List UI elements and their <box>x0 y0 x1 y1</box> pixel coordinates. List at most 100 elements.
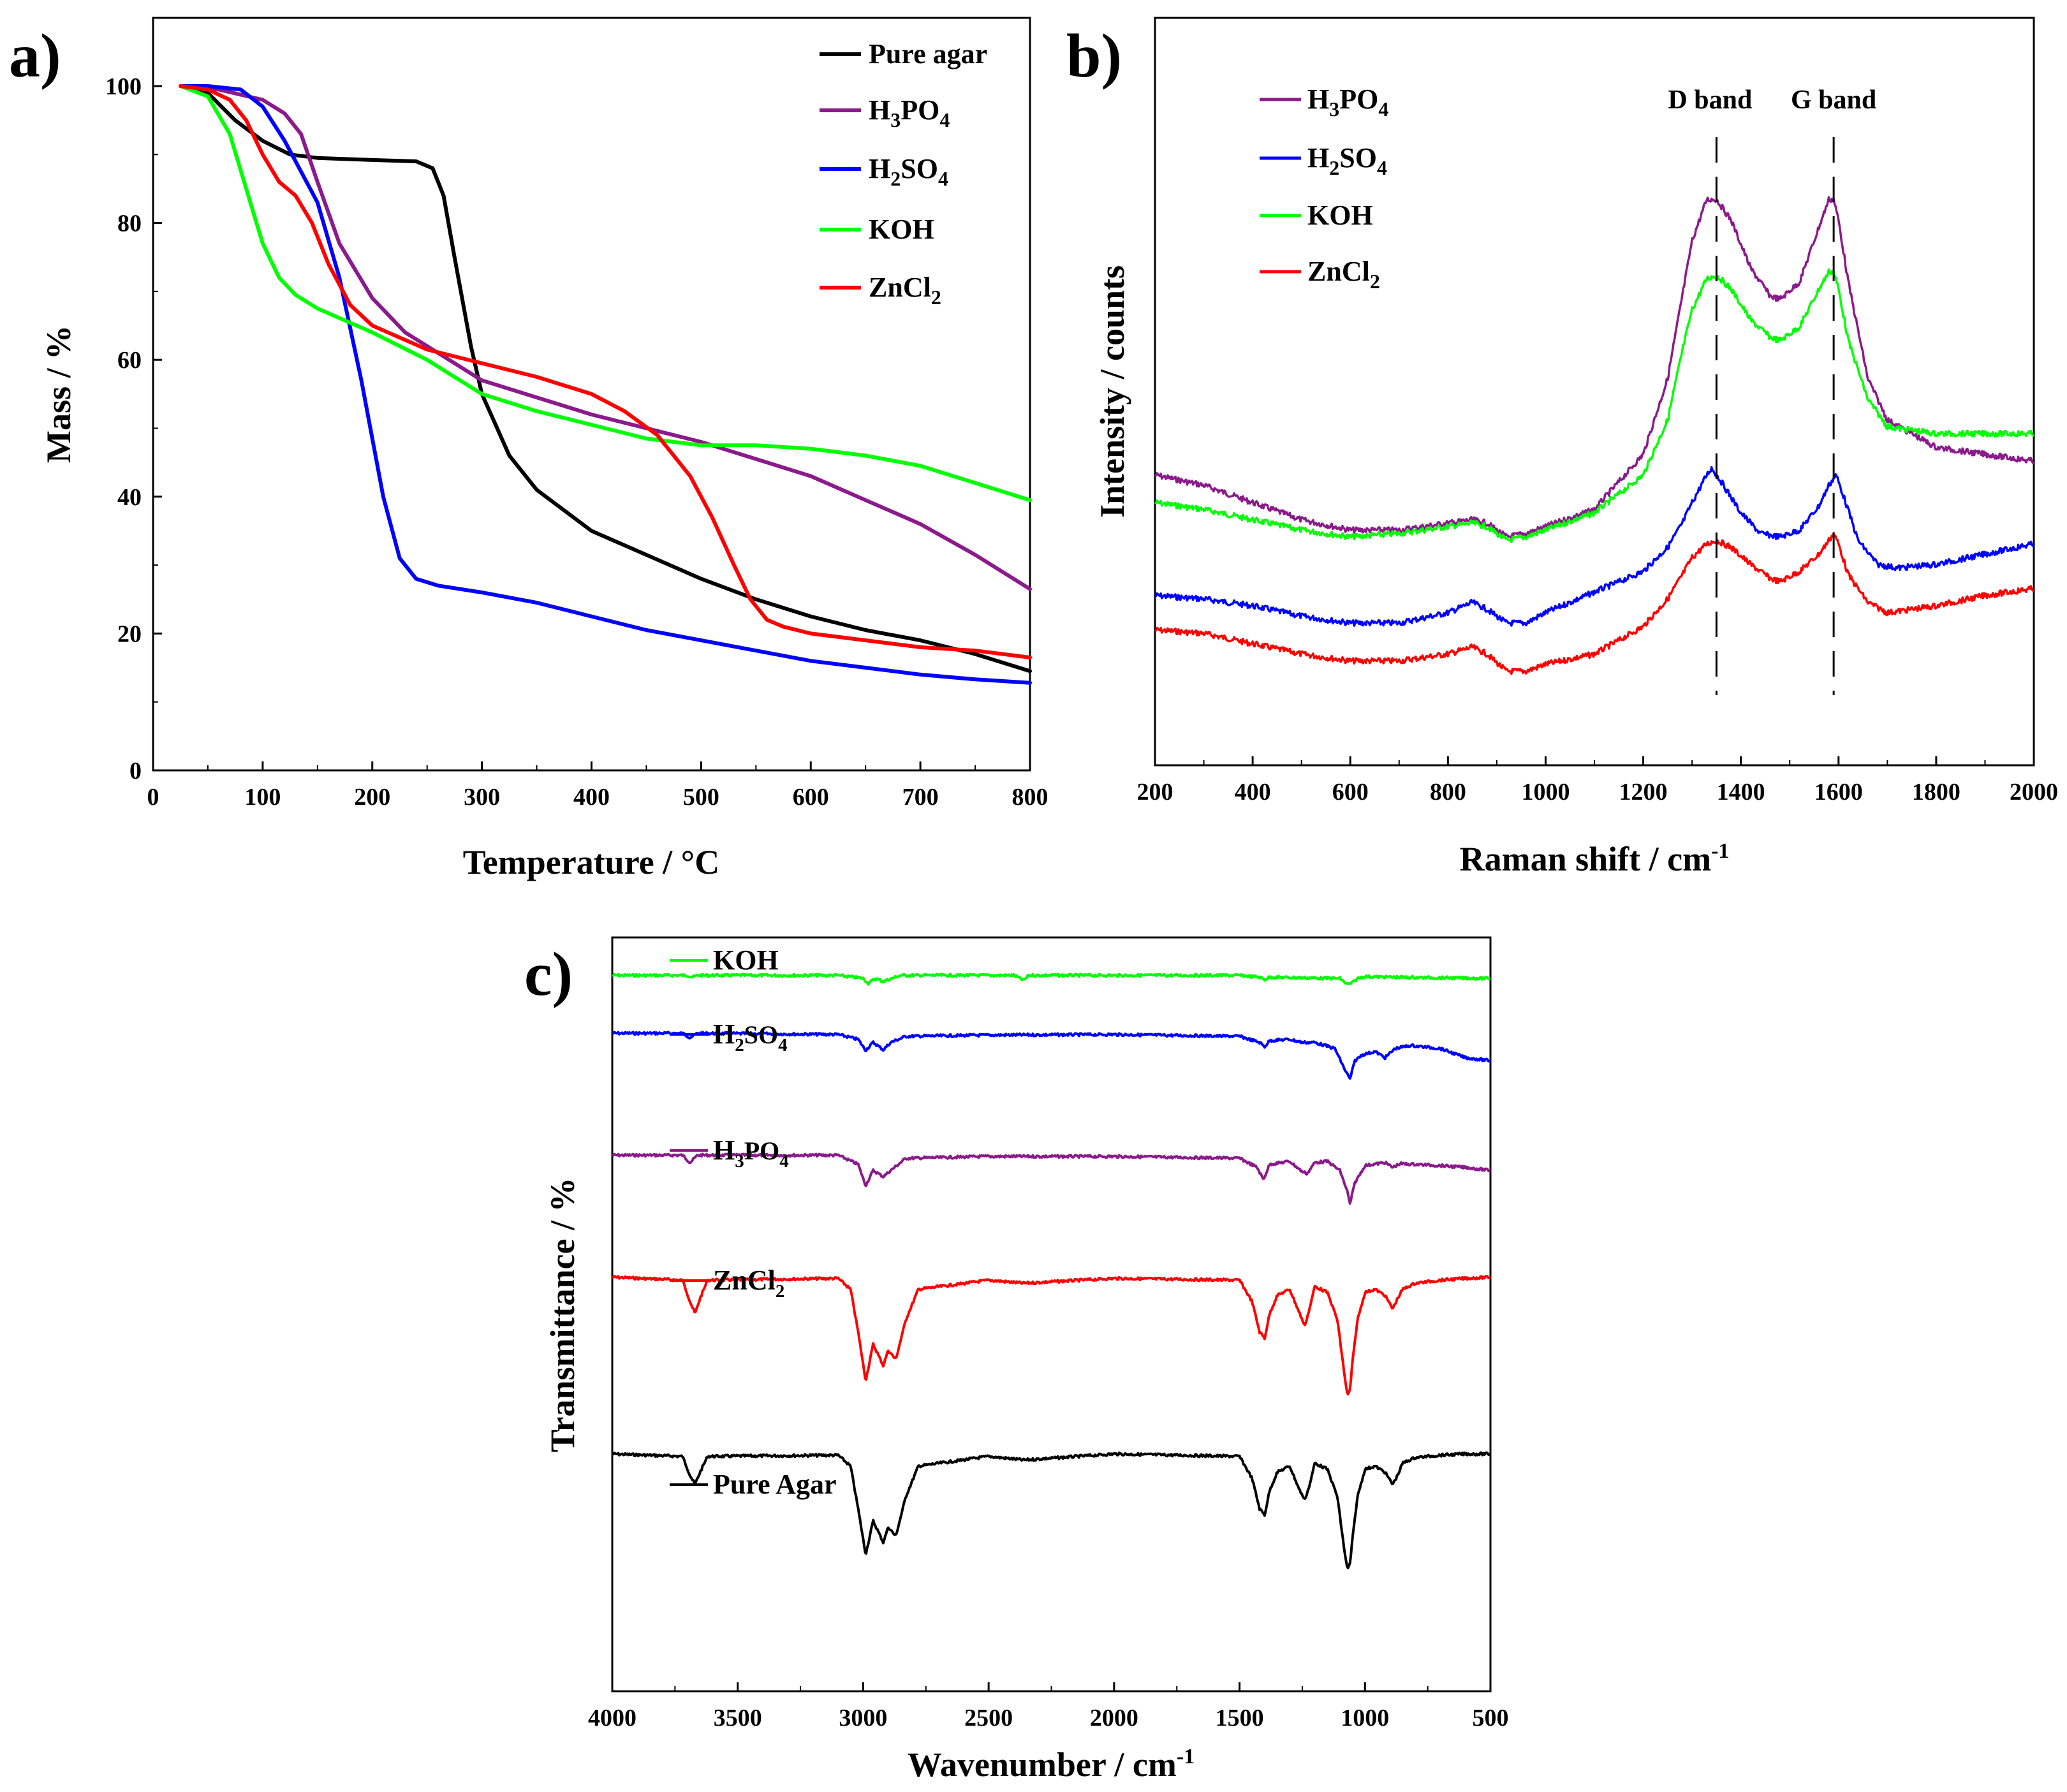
c-legend-label-ZnCl2-sub: 2 <box>776 1281 785 1302</box>
c-xtick-label: 4000 <box>588 1705 636 1731</box>
a-xtick-label: 0 <box>147 784 159 811</box>
b-xtick-label: 1800 <box>1912 779 1960 805</box>
a-legend-label-H2SO4-sub2: 4 <box>938 167 948 190</box>
c-legend-label-KOH-main: KOH <box>713 944 779 976</box>
c-series-H2SO4 <box>612 1031 1491 1080</box>
a-legend-label-ZnCl2-main: ZnCl <box>869 272 931 303</box>
a-legend-label-H3PO4-sub: 3 <box>890 108 901 131</box>
panel-c-xlabel-text: Wavenumber / cm <box>908 1745 1177 1784</box>
c-xtick-label: 1000 <box>1341 1705 1389 1731</box>
a-ytick-label: 60 <box>117 347 142 374</box>
b-series-H3PO4 <box>1154 196 2035 540</box>
c-series-Pure Agar <box>612 1451 1491 1569</box>
c-legend-label-ZnCl2: ZnCl2 <box>713 1265 784 1302</box>
a-legend-label-H2SO4-main: H <box>869 153 890 184</box>
b-legend-label-H3PO4-sub: 3 <box>1329 98 1339 121</box>
c-legend-label-H3PO4-main: H <box>713 1135 735 1166</box>
a-ytick-label: 100 <box>105 73 142 100</box>
b-legend-label-KOH-main: KOH <box>1307 200 1373 231</box>
a-xtick-label: 300 <box>464 784 500 811</box>
a-series-H3PO4 <box>179 84 1032 591</box>
c-legend-label-H3PO4-sub: 3 <box>735 1151 744 1171</box>
b-legend-label-H3PO4: H3PO4 <box>1307 84 1388 121</box>
b-legend-label-H3PO4-sub2: 4 <box>1378 98 1388 121</box>
c-series-KOH <box>612 973 1491 986</box>
a-xtick-label: 400 <box>573 784 610 811</box>
b-legend-label-H2SO4-mid: SO <box>1339 142 1377 173</box>
a-series-ZnCl2 <box>179 84 1032 659</box>
a-xtick-label: 200 <box>354 784 390 811</box>
panel-b: b) 200 400 600 800 1000 1200 1400 1600 1800 2000 D… <box>1066 17 2058 878</box>
a-legend-label-H2SO4-sub: 2 <box>890 167 901 190</box>
b-xtick-label: 1600 <box>1814 779 1863 805</box>
b-xtick-label: 400 <box>1235 779 1271 805</box>
b-legend-label-H3PO4-mid: PO <box>1339 84 1378 115</box>
a-legend-label-H3PO4-mid: PO <box>901 94 939 126</box>
b-xtick-label: 1000 <box>1521 779 1570 805</box>
c-legend-label-H2SO4-mid: SO <box>744 1020 778 1049</box>
b-series-H2SO4 <box>1154 466 2034 627</box>
a-series-Pure agar <box>179 84 1032 673</box>
panel-c-letter: c) <box>524 940 573 1009</box>
c-legend-label-H2SO4-main: H <box>713 1018 735 1050</box>
a-legend-label-H3PO4: H3PO4 <box>869 94 950 131</box>
a-xtick-label: 800 <box>1012 784 1048 811</box>
c-xtick-label: 2000 <box>1090 1705 1138 1731</box>
c-xtick-label: 2500 <box>964 1705 1013 1731</box>
c-series-ZnCl2 <box>612 1275 1491 1396</box>
a-xtick-label: 600 <box>793 784 829 811</box>
a-legend-label-KOH: KOH <box>869 214 934 245</box>
c-legend-label-H3PO4: H3PO4 <box>713 1135 789 1171</box>
panel-a-letter: a) <box>9 22 61 91</box>
a-ytick-label: 40 <box>117 484 142 511</box>
b-legend-label-ZnCl2-main: ZnCl <box>1307 256 1370 287</box>
a-xtick-label: 700 <box>902 784 939 811</box>
panel-c-ylabel: Transmittance / % <box>543 1178 582 1453</box>
c-legend-label-H2SO4-sub2: 4 <box>778 1035 788 1055</box>
b-xtick-label: 2000 <box>2010 779 2058 805</box>
c-legend-label-H3PO4-mid: PO <box>744 1136 780 1165</box>
b-legend-label-H2SO4: H2SO4 <box>1307 142 1387 179</box>
a-series-H2SO4 <box>179 84 1032 685</box>
b-series-KOH <box>1154 268 2034 543</box>
c-legend-label-H2SO4: H2SO4 <box>713 1018 788 1055</box>
b-xtick-label: 800 <box>1430 779 1466 805</box>
a-legend-label-Pure agar-main: Pure agar <box>869 38 987 70</box>
c-xtick-label: 3500 <box>714 1705 762 1731</box>
b-xtick-label: 600 <box>1332 779 1369 805</box>
b-legend-label-ZnCl2-sub: 2 <box>1370 270 1380 293</box>
panel-b-xlabel-text: Raman shift / cm <box>1460 840 1711 878</box>
c-legend-label-KOH: KOH <box>713 944 779 976</box>
c-legend-label-H2SO4-sub: 2 <box>735 1035 744 1055</box>
b-series-ZnCl2 <box>1154 532 2034 675</box>
a-legend-label-ZnCl2-sub: 2 <box>931 286 941 309</box>
c-legend-label-Pure Agar-main: Pure Agar <box>713 1469 837 1500</box>
c-legend-label-H3PO4-sub2: 4 <box>779 1151 789 1171</box>
a-legend-label-KOH-main: KOH <box>869 214 934 245</box>
b-band-label-0: D band <box>1668 85 1752 115</box>
panel-c: c) 4000 3500 3000 2500 2000 1500 1000 500KOHH2S… <box>524 936 1509 1784</box>
a-legend-label-H3PO4-main: H <box>869 94 890 126</box>
b-legend-label-H2SO4-sub: 2 <box>1329 156 1339 179</box>
panel-a-xlabel: Temperature / °C <box>463 843 720 881</box>
panel-c-xlabel: Wavenumber / cm-1 <box>908 1745 1195 1784</box>
a-legend-label-H2SO4: H2SO4 <box>869 153 948 190</box>
b-legend-label-KOH: KOH <box>1307 200 1373 231</box>
b-legend-label-H3PO4-main: H <box>1307 84 1329 115</box>
a-legend-label-H2SO4-mid: SO <box>901 153 938 184</box>
b-xtick-label: 1400 <box>1717 779 1765 805</box>
b-legend-label-H2SO4-sub2: 4 <box>1377 156 1387 179</box>
b-band-label-1: G band <box>1791 85 1876 115</box>
a-ytick-label: 0 <box>129 758 142 784</box>
b-xtick-label: 200 <box>1137 779 1173 805</box>
a-xtick-label: 100 <box>244 784 281 811</box>
b-xtick-label: 1200 <box>1619 779 1668 805</box>
panel-b-letter: b) <box>1066 22 1122 91</box>
c-legend-label-ZnCl2-main: ZnCl <box>713 1265 776 1296</box>
panel-a-ylabel: Mass / % <box>40 325 78 463</box>
a-series-KOH <box>179 84 1032 503</box>
a-ytick-label: 80 <box>117 210 142 237</box>
a-legend-label-ZnCl2: ZnCl2 <box>869 272 941 309</box>
a-ytick-label: 20 <box>117 621 142 647</box>
